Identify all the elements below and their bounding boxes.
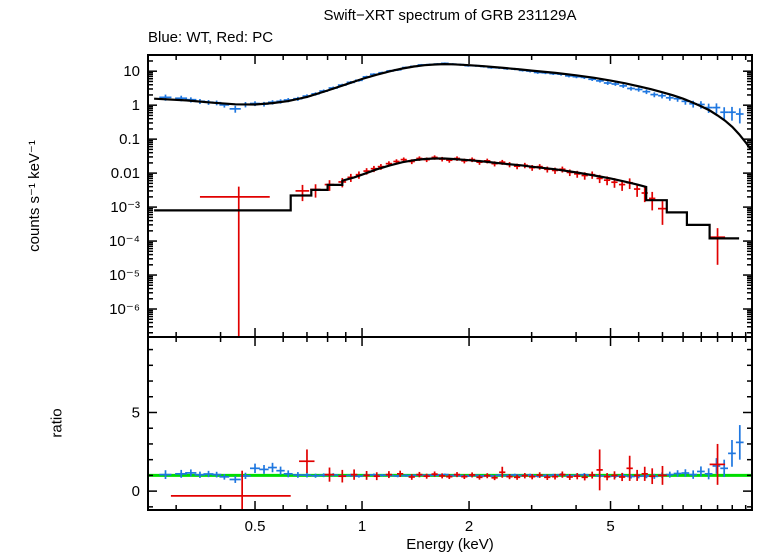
- svg-text:5: 5: [132, 404, 140, 421]
- svg-text:0.5: 0.5: [245, 518, 266, 535]
- svg-text:5: 5: [606, 518, 614, 535]
- svg-text:10⁻⁵: 10⁻⁵: [109, 267, 140, 284]
- svg-text:10⁻³: 10⁻³: [110, 199, 140, 216]
- y-axis-label-counts-text: counts s⁻¹ keV⁻¹: [26, 140, 43, 252]
- y-axis-label-ratio-text: ratio: [48, 408, 66, 438]
- svg-text:0.01: 0.01: [111, 165, 140, 182]
- svg-text:0.1: 0.1: [119, 131, 140, 148]
- x-axis-label: Energy (keV): [406, 536, 494, 553]
- svg-text:1: 1: [132, 97, 140, 114]
- svg-text:10: 10: [123, 63, 140, 80]
- chart-subtitle: Blue: WT, Red: PC: [148, 29, 274, 46]
- svg-text:10⁻⁴: 10⁻⁴: [109, 233, 140, 250]
- chart-title: Swift−XRT spectrum of GRB 231129A: [323, 7, 577, 24]
- svg-text:10⁻⁶: 10⁻⁶: [109, 301, 140, 318]
- svg-text:0: 0: [132, 483, 140, 500]
- svg-text:2: 2: [465, 518, 473, 535]
- svg-text:1: 1: [358, 518, 366, 535]
